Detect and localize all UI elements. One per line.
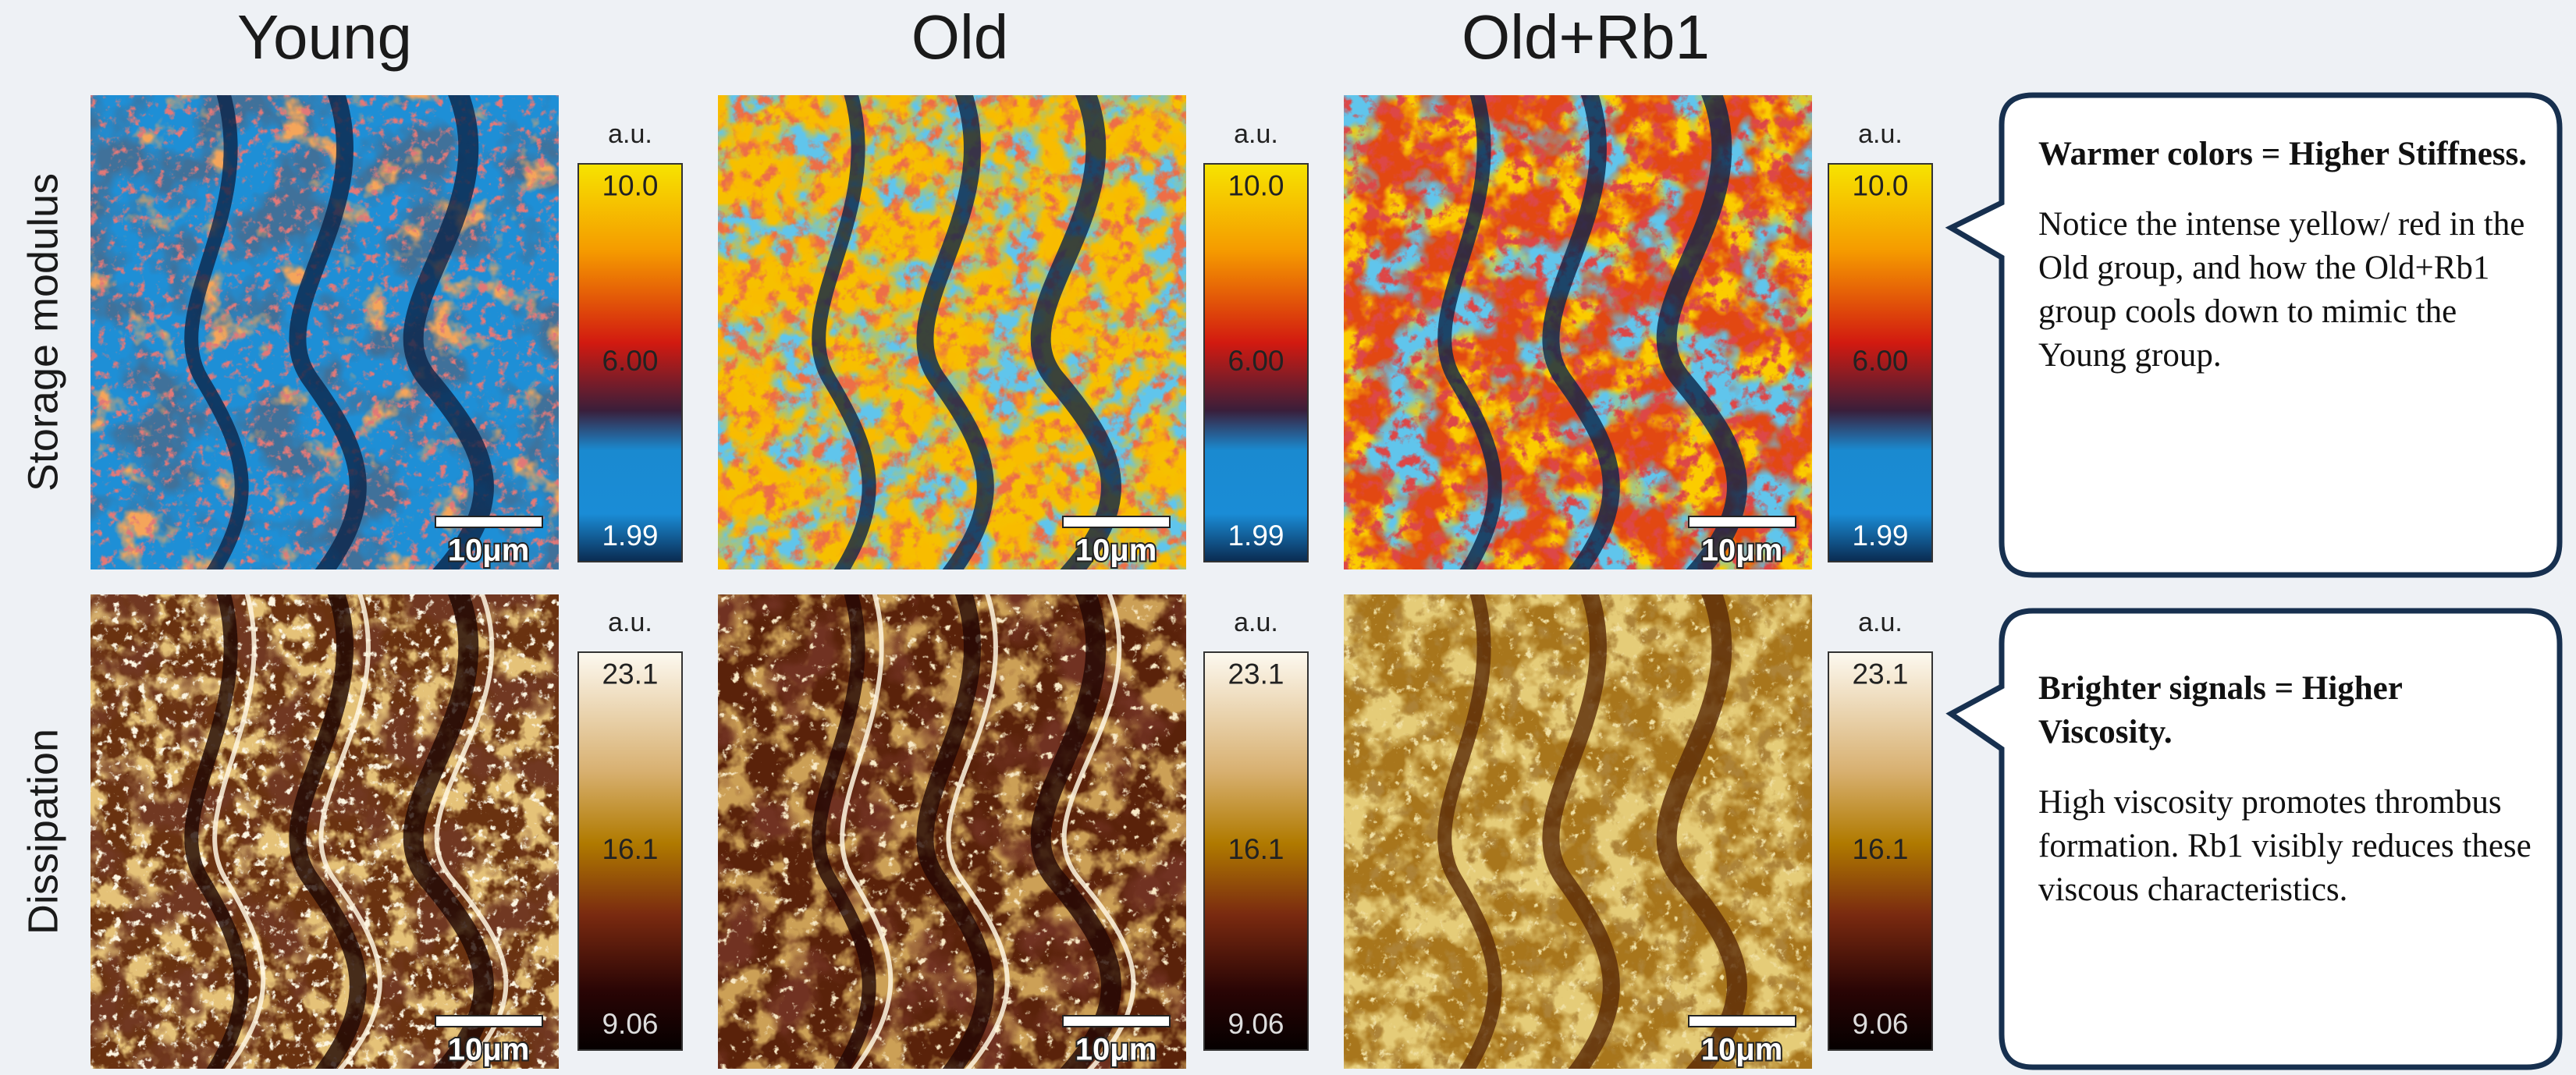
afm-image: [718, 587, 1186, 1075]
scale-bar-label: 10μm: [1075, 534, 1157, 568]
row-label: Dissipation: [20, 729, 66, 935]
callout: Warmer colors = Higher Stiffness. Notice…: [2038, 133, 2538, 377]
colorbar-tick-label: 9.06: [1228, 1008, 1284, 1040]
scale-bar: [435, 1016, 542, 1027]
scale-bar: [1063, 516, 1170, 527]
scale-bar: [435, 516, 542, 527]
scale-bar-label: 10μm: [448, 1033, 530, 1067]
colorbar-tick-label: 10.0: [602, 169, 658, 201]
colorbar-tick-label: 23.1: [1852, 658, 1908, 690]
scale-bar: [1689, 1016, 1796, 1027]
afm-image: [1344, 587, 1812, 1075]
figure: Young Old Old+Rb1 Storage modulus Dissipatio…: [0, 0, 2576, 1075]
afm-image: [91, 87, 559, 577]
colorbar-tick-label: 10.0: [1852, 169, 1908, 201]
colorbar-tick-label: 23.1: [1228, 658, 1284, 690]
colorbar-unit: a.u.: [1234, 119, 1278, 149]
colorbar-tick-label: 6.00: [1228, 345, 1284, 377]
colorbar-tick-label: 1.99: [1852, 520, 1908, 552]
scale-bar-label: 10μm: [448, 534, 530, 568]
colorbar-tick-label: 10.0: [1228, 169, 1284, 201]
scale-bar-label: 10μm: [1701, 534, 1783, 568]
colorbar-tick-label: 16.1: [1852, 833, 1908, 865]
colorbar-unit: a.u.: [1858, 608, 1903, 637]
column-title: Old: [911, 2, 1009, 72]
colorbar-tick-label: 6.00: [602, 345, 658, 377]
colorbar-unit: a.u.: [1234, 608, 1278, 637]
afm-image: [718, 87, 1186, 577]
colorbar-tick-label: 9.06: [1852, 1008, 1908, 1040]
column-title: Young: [237, 2, 412, 72]
colorbar-tick-label: 16.1: [602, 833, 658, 865]
row-label: Storage modulus: [20, 173, 66, 491]
afm-image: [1344, 87, 1812, 577]
colorbar-tick-label: 9.06: [602, 1008, 658, 1040]
callout: Brighter signals = Higher Viscosity. Hig…: [2038, 667, 2538, 911]
colorbar-unit: a.u.: [1858, 119, 1903, 149]
scale-bar: [1063, 1016, 1170, 1027]
callout-text: Notice the intense yellow/ red in the Ol…: [2038, 203, 2538, 378]
scale-bar-label: 10μm: [1701, 1033, 1783, 1067]
scale-bar: [1689, 516, 1796, 527]
scale-bar-label: 10μm: [1075, 1033, 1157, 1067]
colorbar-unit: a.u.: [608, 119, 652, 149]
afm-image: [91, 587, 559, 1075]
callout-title: Brighter signals = Higher Viscosity.: [2038, 667, 2538, 754]
column-title: Old+Rb1: [1462, 2, 1710, 72]
colorbar-unit: a.u.: [608, 608, 652, 637]
callout-title: Warmer colors = Higher Stiffness.: [2038, 133, 2538, 176]
colorbar-tick-label: 1.99: [1228, 520, 1284, 552]
colorbar-tick-label: 23.1: [602, 658, 658, 690]
callout-text: High viscosity promotes thrombus formati…: [2038, 781, 2538, 912]
colorbar-tick-label: 16.1: [1228, 833, 1284, 865]
colorbar-tick-label: 6.00: [1852, 345, 1908, 377]
colorbar-tick-label: 1.99: [602, 520, 658, 552]
